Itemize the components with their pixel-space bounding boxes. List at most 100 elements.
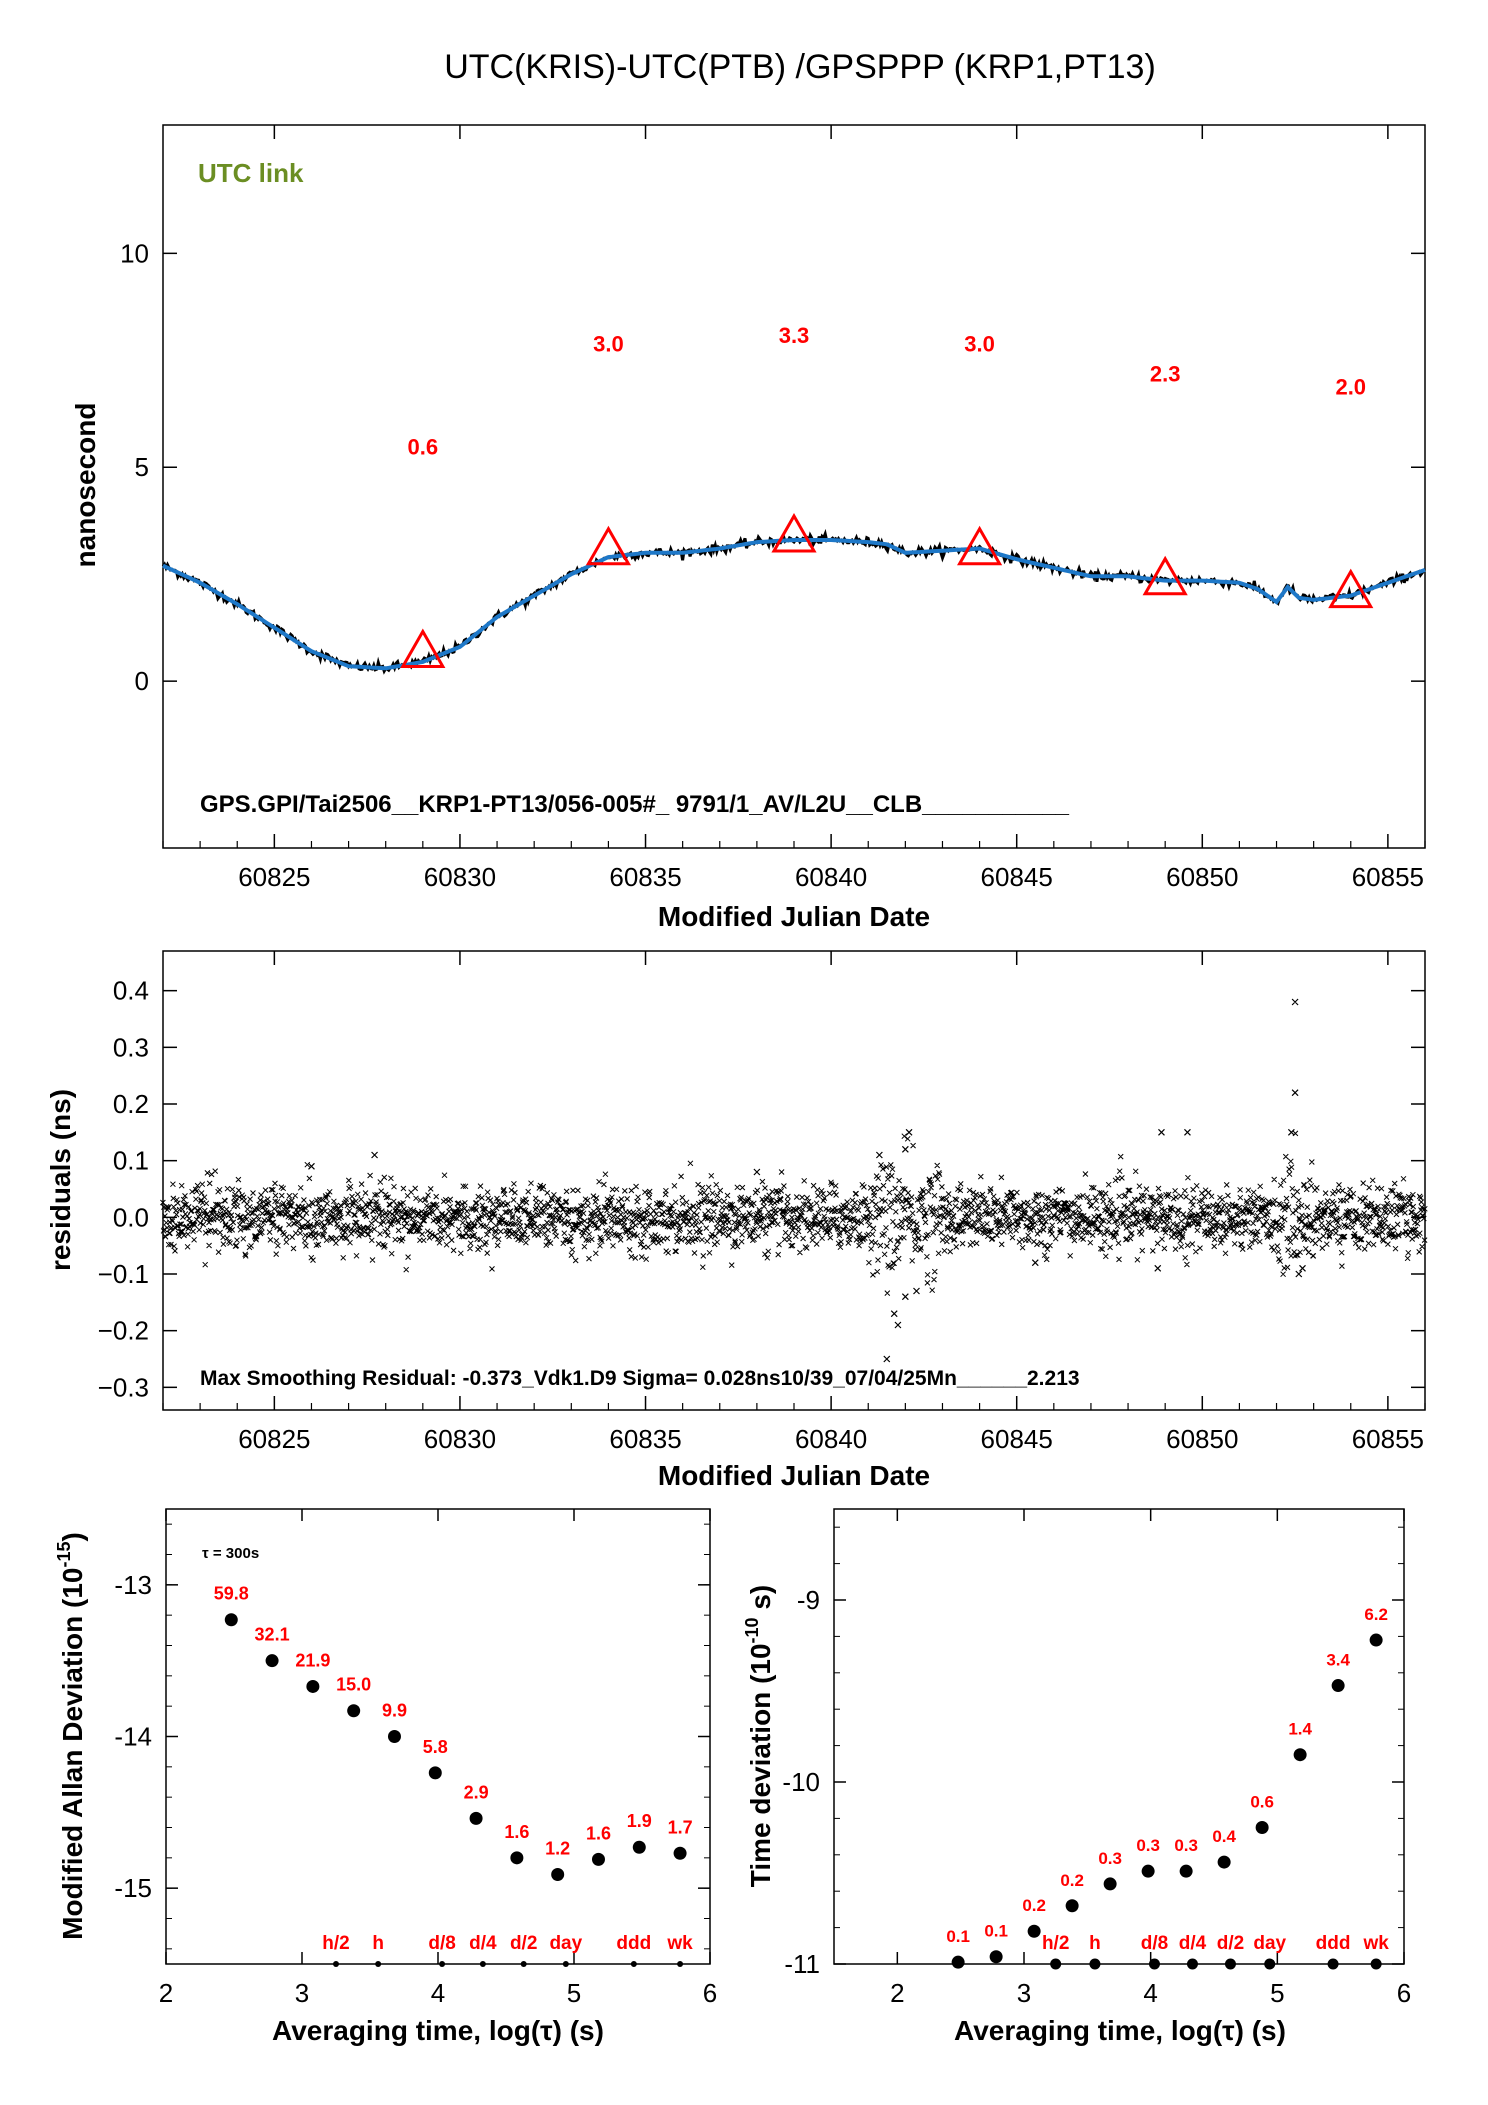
mdev-interval-label: d/2 (510, 1933, 537, 1954)
tau-note: τ = 300s (202, 1545, 259, 1562)
tdev-interval-label: day (1253, 1933, 1286, 1954)
top-x-tick-label: 60835 (609, 862, 681, 892)
tdev-point-label: 0.1 (984, 1922, 1008, 1941)
top-y-tick-label: 10 (120, 238, 149, 268)
mdev-x-tick-label: 6 (703, 1978, 717, 2008)
top-x-tick-label: 60850 (1166, 862, 1238, 892)
figure-title: UTC(KRIS)-UTC(PTB) /GPSPPP (KRP1,PT13) (444, 48, 1156, 86)
tdev-interval-dot (1148, 1958, 1160, 1970)
mdev-point (632, 1840, 646, 1854)
mdev-y-axis-label: Modified Allan Deviation (10-15) (54, 1532, 88, 1940)
smoothed-series-line (162, 538, 1426, 671)
mdev-interval-dot (439, 1961, 446, 1967)
top-x-tick-label: 60845 (981, 862, 1053, 892)
triangle-marker (585, 525, 631, 566)
residuals-y-axis-label: residuals (ns) (45, 1089, 76, 1271)
tdev-point-label: 6.2 (1364, 1605, 1388, 1624)
tdev-interval-dot (1370, 1958, 1382, 1970)
mdev-point-label: 15.0 (336, 1675, 371, 1695)
mdev-y-tick-label: -13 (114, 1570, 152, 1600)
top-x-tick-label: 60825 (238, 862, 310, 892)
mdev-y-tick-label: -14 (114, 1722, 152, 1752)
tdev-interval-label: h/2 (1042, 1933, 1069, 1954)
mdev-point-label: 1.6 (504, 1822, 529, 1842)
residual-summary-note: Max Smoothing Residual: -0.373_Vdk1.D9 S… (200, 1367, 1080, 1390)
mdev-point-label: 1.2 (545, 1839, 570, 1859)
mdev-point-label: 1.9 (627, 1811, 652, 1831)
mdev-interval-dot (630, 1961, 637, 1967)
tdev-point-label: 0.3 (1098, 1849, 1122, 1868)
mdev-point (387, 1730, 401, 1743)
mdev-interval-label: d/8 (428, 1933, 455, 1954)
tdev-point (1103, 1877, 1117, 1891)
mdev-point (306, 1679, 320, 1693)
mdev-x-axis-label: Averaging time, log(τ) (s) (272, 2015, 604, 2046)
mdev-point-label: 21.9 (295, 1650, 330, 1670)
top-plot-frame (162, 124, 1426, 849)
tdev-point (1293, 1748, 1307, 1762)
mdev-point (469, 1811, 483, 1825)
top-y-axis-label: nanosecond (70, 403, 101, 568)
mdev-point-label: 5.8 (423, 1737, 448, 1757)
top-x-tick-label: 60830 (424, 862, 496, 892)
res-x-tick-label: 60840 (795, 1424, 867, 1454)
tdev-point (1331, 1679, 1345, 1693)
res-y-tick-label: 0.1 (113, 1146, 149, 1176)
mdev-interval-dot (520, 1961, 527, 1967)
res-x-tick-label: 60845 (981, 1424, 1053, 1454)
marker-value-label: 2.0 (1335, 375, 1366, 400)
tdev-interval-dot (1050, 1958, 1062, 1970)
tdev-point (1141, 1864, 1155, 1878)
tdev-point (951, 1955, 965, 1969)
tdev-point (1027, 1924, 1041, 1938)
tdev-point-label: 0.1 (946, 1927, 970, 1946)
tdev-point (989, 1950, 1003, 1964)
res-y-tick-label: 0.2 (113, 1089, 149, 1119)
mdev-point (551, 1868, 565, 1882)
mdev-interval-dot (333, 1961, 339, 1967)
mdev-point (591, 1852, 605, 1866)
marker-value-label: 0.6 (408, 434, 439, 459)
mdev-interval-label: h (372, 1933, 384, 1954)
tdev-point-label: 1.4 (1288, 1720, 1312, 1739)
top-panel: UTC link GPS.GPI/Tai2506__KRP1-PT13/056-… (70, 124, 1426, 932)
tdev-point-label: 0.2 (1060, 1871, 1084, 1890)
mdev-interval-dot (479, 1961, 486, 1967)
mdev-point-label: 2.9 (464, 1782, 489, 1802)
mdev-point (428, 1766, 442, 1780)
tdev-x-tick-label: 6 (1397, 1978, 1411, 2008)
tdev-x-tick-label: 3 (1017, 1978, 1031, 2008)
mdev-x-tick-label: 5 (567, 1978, 581, 2008)
triangle-marker (957, 525, 1003, 566)
tdev-point (1065, 1899, 1079, 1913)
mdev-point (224, 1613, 238, 1627)
res-y-tick-label: −0.2 (98, 1316, 149, 1346)
mdev-y-tick-label: -15 (114, 1873, 152, 1903)
tdev-x-tick-label: 2 (890, 1978, 904, 2008)
mdev-point-label: 9.9 (382, 1701, 407, 1721)
res-x-tick-label: 60835 (609, 1424, 681, 1454)
top-y-tick-label: 5 (135, 452, 149, 482)
tdev-x-tick-label: 5 (1270, 1978, 1284, 2008)
tdev-point-label: 0.3 (1174, 1836, 1198, 1855)
top-x-axis-label: Modified Julian Date (658, 901, 930, 932)
tdev-interval-label: h (1089, 1933, 1101, 1954)
tdev-interval-label: d/4 (1179, 1933, 1207, 1954)
mdev-panel: τ = 300s Averaging time, log(τ) (s) Modi… (54, 1508, 717, 2046)
tdev-point-label: 0.2 (1022, 1896, 1046, 1915)
res-x-tick-label: 60830 (424, 1424, 496, 1454)
tdev-point-label: 3.4 (1326, 1651, 1350, 1670)
mdev-point (673, 1846, 687, 1860)
residuals-x-axis-label: Modified Julian Date (658, 1460, 930, 1491)
tdev-interval-dot (1224, 1958, 1236, 1970)
utc-link-label: UTC link (198, 158, 304, 188)
mdev-interval-dot (677, 1961, 684, 1967)
mdev-x-tick-label: 4 (431, 1978, 445, 2008)
tdev-point (1179, 1864, 1193, 1878)
mdev-x-tick-label: 3 (295, 1978, 309, 2008)
mdev-interval-label: wk (666, 1933, 693, 1954)
tdev-y-tick-label: -9 (797, 1585, 820, 1615)
marker-value-label: 3.0 (964, 332, 995, 357)
res-y-tick-label: 0.0 (113, 1202, 149, 1232)
